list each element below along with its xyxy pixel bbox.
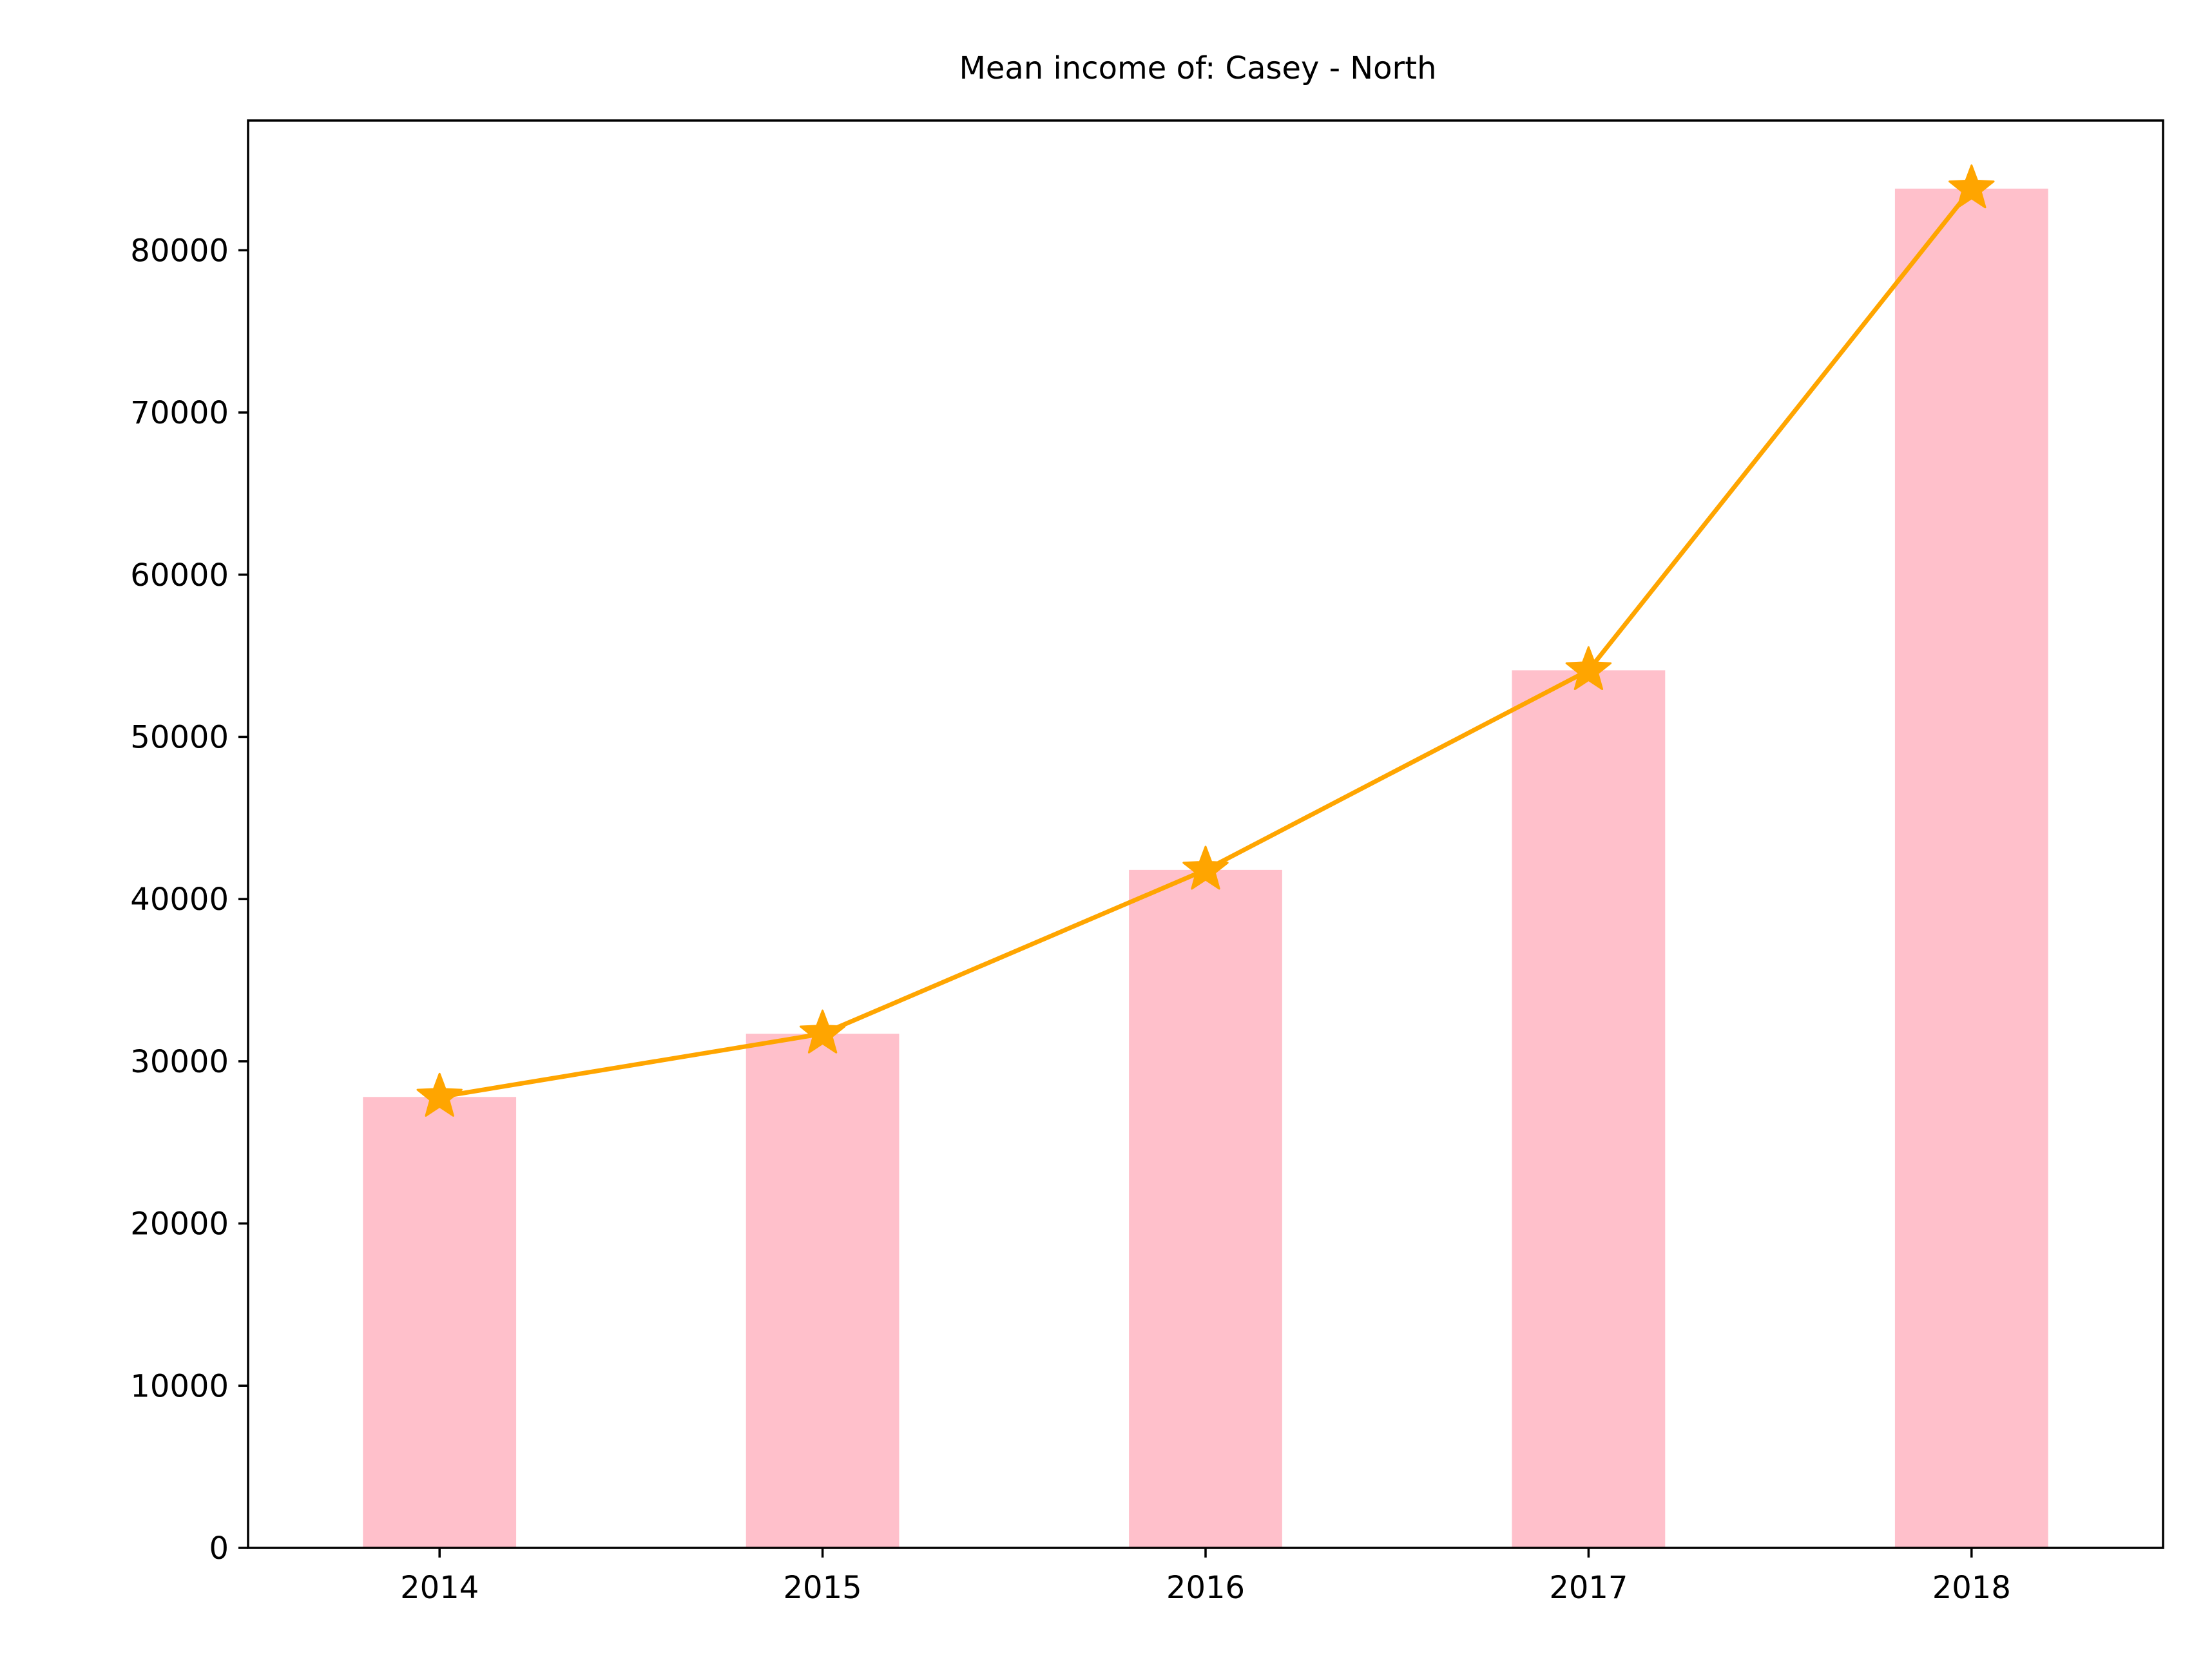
x-tick-label: 2017: [1549, 1570, 1628, 1606]
axes-layer: 0 10000 20000 30000 40000 50000 60000 70000 8000…: [130, 119, 2164, 1606]
star-marker-2017: [1565, 646, 1612, 690]
bar-2018: [1894, 188, 2048, 1549]
x-tick-label: 2015: [784, 1570, 862, 1606]
x-tick-label: 2014: [400, 1570, 479, 1606]
x-tick-label: 2018: [1932, 1570, 2011, 1606]
star-marker-2014: [416, 1072, 463, 1117]
star-marker-2016: [1182, 845, 1229, 890]
y-tick-label: 60000: [130, 557, 229, 594]
y-tick-label: 30000: [130, 1044, 229, 1080]
y-tick-label: 10000: [130, 1368, 229, 1404]
y-tick-label: 70000: [130, 395, 229, 431]
x-tick-label: 2016: [1166, 1570, 1245, 1606]
bar-2014: [363, 1097, 517, 1548]
y-tick-label: 80000: [130, 233, 229, 269]
bar-2016: [1129, 869, 1282, 1548]
y-tick-label: 50000: [130, 719, 229, 755]
line-layer: [416, 164, 1995, 1117]
y-tick-label: 40000: [130, 882, 229, 918]
bar-2017: [1512, 670, 1666, 1548]
star-marker-2015: [799, 1009, 846, 1054]
y-tick-label: 0: [209, 1530, 229, 1567]
y-tick-label: 20000: [130, 1206, 229, 1242]
bars-layer: [363, 188, 2048, 1549]
chart-title: Mean income of: Casey - North: [959, 50, 1436, 86]
star-marker-2018: [1948, 164, 1995, 209]
bar-2015: [746, 1034, 899, 1548]
